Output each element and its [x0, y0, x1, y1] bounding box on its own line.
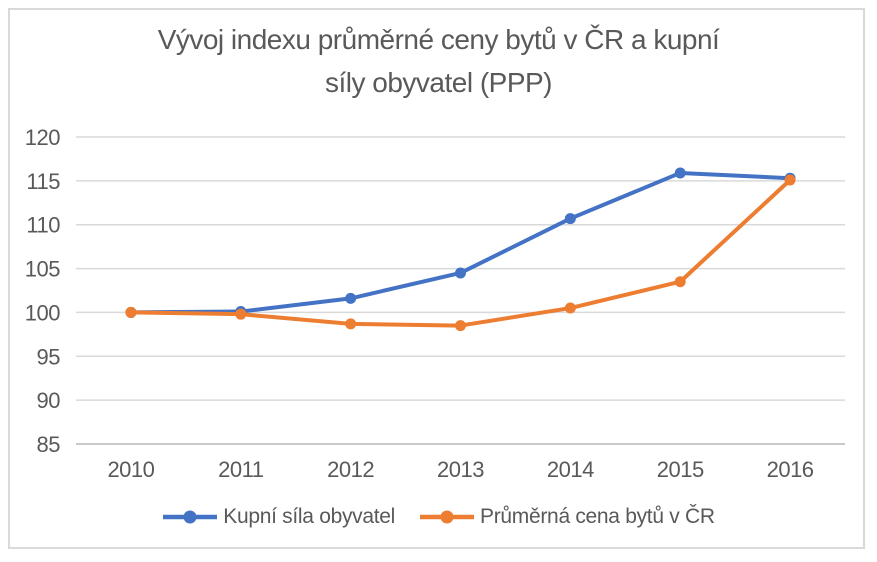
data-point	[564, 302, 576, 314]
y-tick-label: 90	[37, 388, 61, 413]
legend-item-1: Průměrná cena bytů v ČR	[419, 505, 715, 529]
data-point	[455, 267, 466, 279]
x-tick-label: 2010	[107, 457, 154, 482]
data-point	[784, 174, 796, 186]
data-point	[125, 306, 137, 318]
chart-title-line1: Vývoj indexu průměrné ceny bytů v ČR a k…	[157, 24, 720, 55]
legend-label: Kupní síla obyvatel	[223, 505, 396, 528]
y-tick-label: 85	[37, 432, 61, 457]
legend: Kupní síla obyvatel Průměrná cena bytů v …	[0, 505, 877, 529]
data-point	[674, 276, 686, 288]
y-tick-label: 120	[25, 125, 60, 150]
x-tick-label: 2013	[437, 457, 484, 482]
x-tick-label: 2015	[657, 457, 704, 482]
data-point	[455, 320, 466, 332]
chart-title-line2: síly obyvatel (PPP)	[324, 67, 553, 98]
y-tick-label: 115	[26, 169, 60, 194]
data-point	[235, 308, 247, 320]
legend-dot-icon	[183, 510, 197, 524]
series-line-1	[128, 177, 793, 328]
data-point	[564, 213, 576, 225]
data-point	[674, 167, 686, 179]
legend-label: Průměrná cena bytů v ČR	[480, 505, 715, 528]
y-tick-label: 105	[25, 257, 60, 282]
legend-dot-icon	[440, 510, 454, 524]
y-tick-label: 95	[37, 344, 61, 369]
x-tick-label: 2012	[327, 457, 374, 482]
x-tick-label: 2016	[767, 457, 814, 482]
data-point	[345, 292, 357, 304]
data-point	[345, 318, 357, 330]
y-tick-label: 110	[26, 213, 60, 238]
legend-line-marker-icon	[163, 510, 218, 524]
legend-item-0: Kupní síla obyvatel	[162, 505, 395, 529]
y-tick-label: 100	[25, 300, 60, 325]
legend-line-marker-icon	[420, 510, 475, 524]
x-tick-label: 2011	[218, 457, 264, 482]
x-tick-label: 2014	[547, 457, 594, 482]
series-line-0	[128, 170, 793, 315]
chart-title: Vývoj indexu průměrné ceny bytů v ČR a k…	[0, 18, 877, 104]
